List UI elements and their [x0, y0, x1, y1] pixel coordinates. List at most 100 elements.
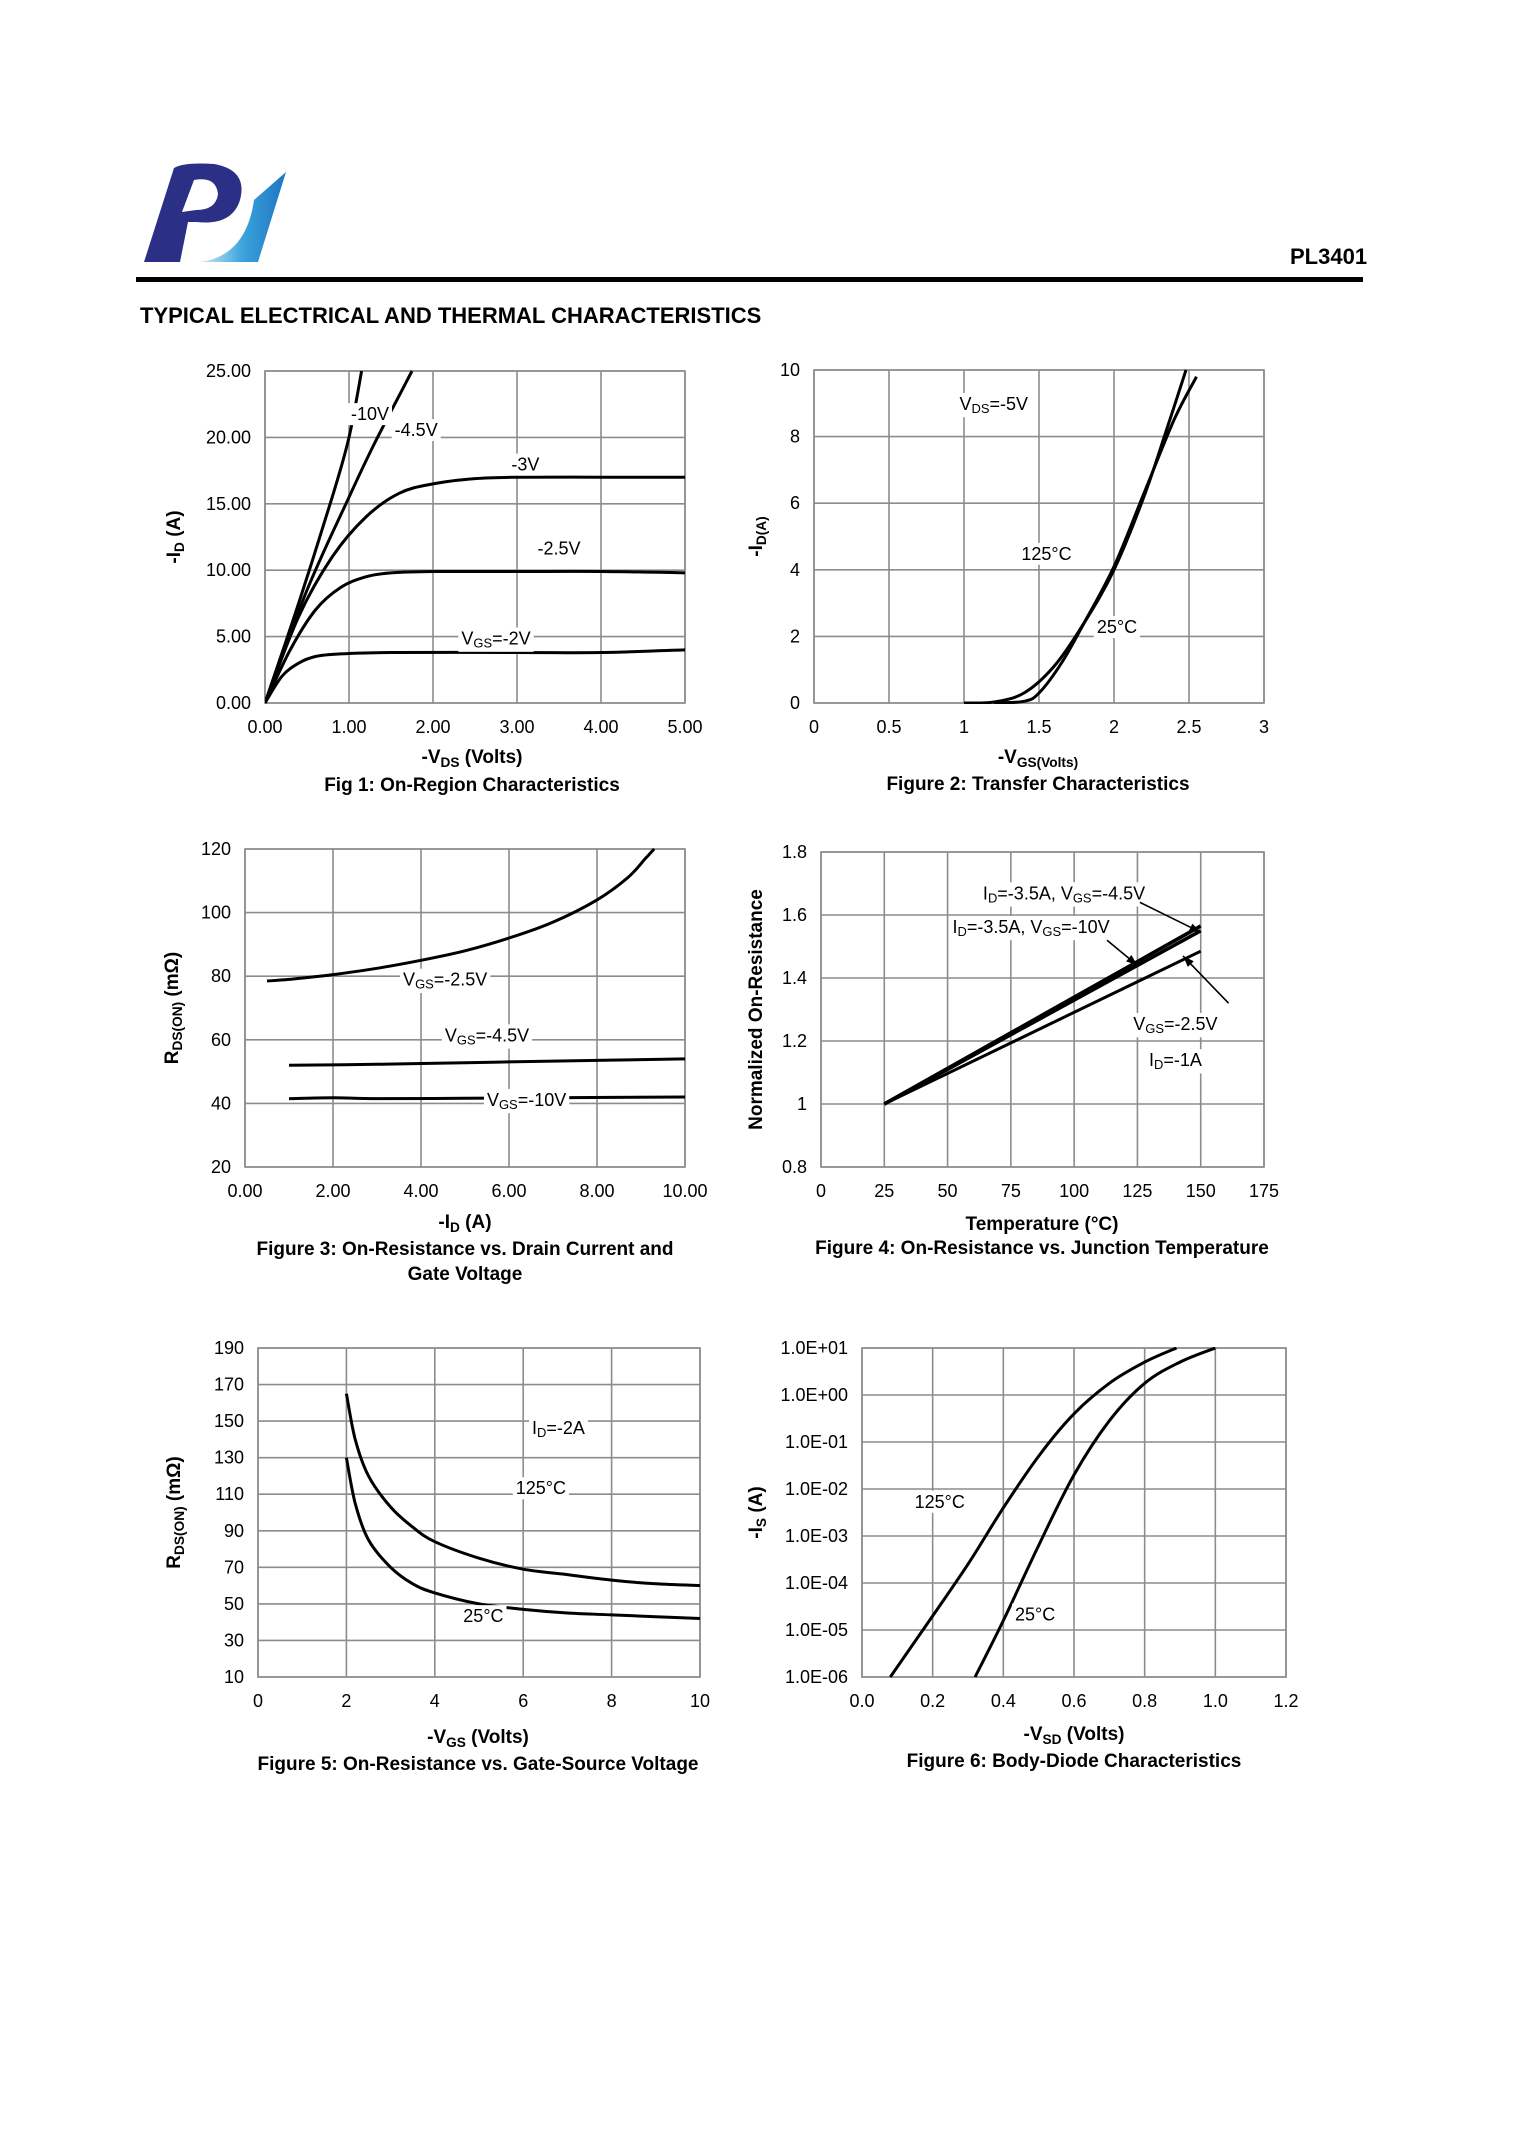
series-line-vgs-10v [288, 1095, 685, 1101]
y-tick-label: 1 [797, 1094, 807, 1114]
label-bg [512, 1477, 569, 1500]
y-tick-label: 0.8 [782, 1157, 807, 1177]
y-tick-label: 40 [211, 1093, 231, 1113]
y-tick-label: 1.4 [782, 968, 807, 988]
label-bg [483, 1088, 570, 1114]
y-tick-label: 20.00 [206, 427, 251, 447]
x-tick-label: 3 [1259, 717, 1269, 737]
y-tick-label: 1.0E+01 [780, 1338, 848, 1358]
company-logo [144, 163, 286, 262]
label-bg [1018, 542, 1075, 565]
plot-frame [861, 1347, 1287, 1678]
label-bg [979, 882, 1149, 907]
x-tick-label: 4.00 [403, 1181, 438, 1201]
y-axis-label: -ID(A) [746, 516, 769, 556]
x-tick-label: 0.00 [227, 1181, 262, 1201]
x-axis-label: -VDS (Volts) [422, 747, 523, 770]
series-label: 125°C [915, 1492, 965, 1512]
x-axis-label: -ID (A) [438, 1212, 491, 1235]
chart-2: 0 0.5 1 1.5 2 2.5 3 0 2 4 6 8 10 -VGS(Volts) -ID(A) Fig… [746, 360, 1269, 795]
plot-frame [244, 848, 686, 1168]
x-tick-label: 0 [816, 1181, 826, 1201]
y-tick-label: 1.0E-06 [785, 1667, 848, 1687]
plot-frame [813, 369, 1265, 704]
y-tick-label: 8 [790, 427, 800, 447]
plot-frame [820, 851, 1265, 1168]
y-tick-label: 1.0E-05 [785, 1620, 848, 1640]
series-label: 25°C [463, 1606, 503, 1626]
chart-1: 0.00 1.00 2.00 3.00 4.00 5.00 0.00 5.00 10.00 15.… [164, 361, 703, 796]
y-tick-label: 20 [211, 1157, 231, 1177]
x-axis-label: -VGS (Volts) [427, 1727, 529, 1750]
x-tick-label: 0.6 [1061, 1691, 1086, 1711]
y-tick-label: 1.0E-03 [785, 1526, 848, 1546]
chart-annotation: ID=-1A [1149, 1050, 1202, 1072]
series-line-25-c [973, 1347, 1216, 1678]
y-tick-label: 150 [214, 1411, 244, 1431]
arrow-head [1182, 955, 1194, 967]
y-tick-label: 1.0E+00 [780, 1385, 848, 1405]
series-line-id-3-5a-vgs-10v [883, 929, 1202, 1106]
x-tick-label: 1.5 [1026, 717, 1051, 737]
y-tick-label: 6 [790, 493, 800, 513]
y-tick-label: 4 [790, 560, 800, 580]
x-tick-label: 125 [1122, 1181, 1152, 1201]
series-label: VGS=-2V [461, 629, 530, 651]
x-tick-label: 1.2 [1273, 1691, 1298, 1711]
arrow-head [1126, 955, 1138, 966]
chart-caption: Figure 5: On-Resistance vs. Gate-Source … [258, 1754, 699, 1775]
x-tick-label: 4 [430, 1691, 440, 1711]
y-tick-label: 1.6 [782, 905, 807, 925]
y-tick-label: 25.00 [206, 361, 251, 381]
label-bg [1145, 1049, 1205, 1074]
label-bg [508, 453, 543, 476]
label-bg [956, 392, 1032, 418]
label-bg [347, 403, 393, 426]
x-tick-label: 5.00 [667, 717, 702, 737]
series-line-125-c [963, 369, 1188, 704]
label-bg [949, 915, 1113, 941]
series-line-125-c [889, 1347, 1178, 1678]
series-label: 125°C [1021, 544, 1071, 564]
x-tick-label: 2 [341, 1691, 351, 1711]
arrow-head [1188, 923, 1201, 933]
plot-frame [257, 1347, 701, 1678]
y-axis-label: -IS (A) [746, 1486, 769, 1538]
label-bg [534, 537, 584, 560]
x-tick-label: 0.8 [1132, 1691, 1157, 1711]
series-label: 125°C [516, 1478, 566, 1498]
header-rule [136, 277, 1363, 282]
series-line--3v [265, 475, 685, 704]
y-tick-label: 30 [224, 1630, 244, 1650]
chart-annotation: ID=-2A [532, 1418, 585, 1440]
x-tick-label: 0 [253, 1691, 263, 1711]
series-label: -3V [511, 455, 539, 475]
chart-annotation: ID=-3.5A, VGS=-4.5V [983, 883, 1145, 905]
y-tick-label: 110 [215, 1484, 244, 1504]
label-bg [441, 1024, 533, 1049]
y-tick-label: 190 [214, 1338, 244, 1358]
y-tick-label: 1.8 [782, 842, 807, 862]
x-axis-label: -VSD (Volts) [1024, 1724, 1125, 1747]
plot-frame [264, 370, 686, 704]
y-tick-label: 1.0E-01 [785, 1432, 848, 1452]
series-line-vgs-4-5v [288, 1057, 685, 1067]
chart-caption: Fig 1: On-Region Characteristics [324, 775, 620, 796]
x-tick-label: 8 [607, 1691, 617, 1711]
x-tick-label: 0.00 [247, 717, 282, 737]
x-tick-label: 10 [690, 1691, 710, 1711]
y-tick-label: 0.00 [216, 693, 251, 713]
x-tick-label: 0.2 [920, 1691, 945, 1711]
x-tick-label: 2.00 [415, 717, 450, 737]
chart-5: 0 2 4 6 8 10 10 30 50 70 90 110 130 150 170 190 -VGS (Vo… [164, 1338, 710, 1775]
chart-caption: Figure 2: Transfer Characteristics [886, 774, 1189, 795]
x-tick-label: 2.5 [1176, 717, 1201, 737]
y-tick-label: 10 [224, 1667, 244, 1687]
series-label: 25°C [1097, 617, 1137, 637]
x-tick-label: 1.0 [1203, 1691, 1228, 1711]
y-tick-label: 170 [214, 1375, 244, 1395]
series-line-vgs-2-5v [266, 848, 656, 983]
label-bg [458, 627, 534, 652]
x-tick-label: 100 [1059, 1181, 1089, 1201]
